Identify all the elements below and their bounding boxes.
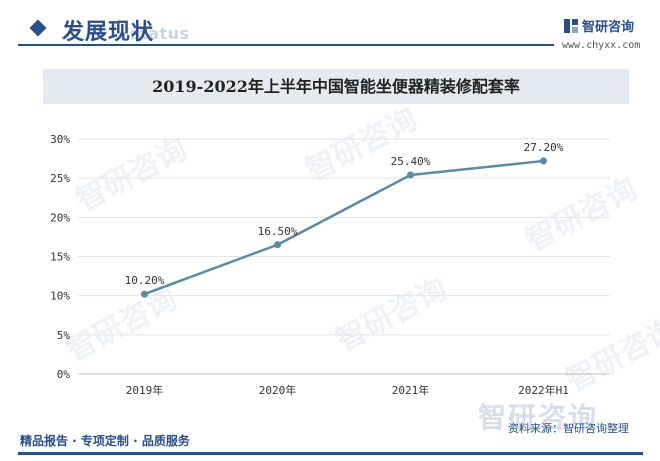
data-label: 10.20% bbox=[125, 274, 165, 287]
header: status 发展现状 智研咨询 www.chyxx.com bbox=[0, 0, 660, 60]
data-point bbox=[274, 241, 281, 249]
y-tick-label: 5% bbox=[57, 329, 71, 342]
logo-icon bbox=[564, 19, 578, 33]
data-point bbox=[540, 157, 547, 165]
y-tick-label: 15% bbox=[50, 251, 70, 264]
section-ghost-text: status bbox=[130, 24, 190, 43]
header-divider bbox=[18, 44, 554, 46]
logo-url: www.chyxx.com bbox=[562, 40, 641, 51]
series-line bbox=[144, 159, 544, 296]
chart-title-band: 2019-2022年上半年中国智能坐便器精装修配套率 bbox=[43, 69, 629, 104]
y-tick-label: 20% bbox=[50, 211, 70, 224]
y-tick-label: 25% bbox=[50, 172, 70, 185]
logo-text: 智研咨询 bbox=[582, 20, 635, 35]
x-tick-label: 2019年 bbox=[126, 383, 164, 397]
data-label: 25.40% bbox=[391, 155, 431, 168]
data-label: 16.50% bbox=[258, 225, 298, 238]
section-title: 发展现状 bbox=[62, 20, 155, 45]
data-point bbox=[141, 290, 148, 298]
source-note: 资料来源：智研咨询整理 bbox=[508, 422, 629, 435]
x-tick-label: 2021年 bbox=[392, 383, 430, 397]
x-tick-label: 2022年H1 bbox=[518, 383, 569, 397]
footer-watermark: 智研咨询 bbox=[478, 401, 599, 434]
y-tick-label: 30% bbox=[50, 133, 70, 146]
y-tick-label: 10% bbox=[50, 290, 70, 303]
footer-slogan: 精品报告 · 专项定制 · 品质服务 bbox=[20, 434, 190, 448]
chart-title: 2019-2022年上半年中国智能坐便器精装修配套率 bbox=[152, 77, 520, 96]
data-label: 27.20% bbox=[524, 141, 564, 154]
data-point bbox=[407, 171, 414, 179]
y-tick-label: 0% bbox=[57, 368, 71, 381]
x-tick-label: 2020年 bbox=[259, 383, 297, 397]
footer-divider bbox=[18, 452, 643, 455]
